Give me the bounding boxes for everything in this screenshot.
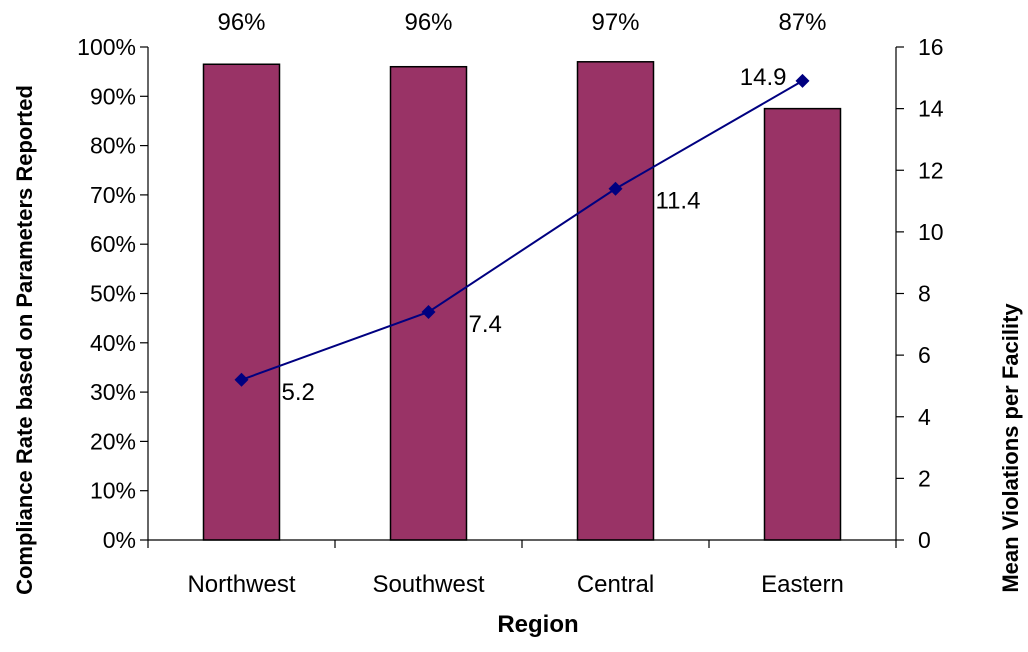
left-tick-label: 10% — [90, 478, 136, 504]
right-tick-label: 8 — [918, 281, 931, 307]
violations-point-northwest — [234, 372, 249, 387]
bar-series — [202, 61, 842, 541]
right-tick-label: 16 — [918, 34, 944, 60]
line-data-label: 7.4 — [469, 311, 502, 338]
x-tick-label: Southwest — [372, 571, 484, 598]
bar-data-label: 96% — [217, 9, 265, 36]
left-tick-label: 80% — [90, 133, 136, 159]
left-axis-title: Compliance Rate based on Parameters Repo… — [12, 85, 37, 595]
right-tick-label: 12 — [918, 157, 944, 183]
left-tick-label: 20% — [90, 428, 136, 454]
right-tick-label: 6 — [918, 342, 931, 368]
x-tick-label: Northwest — [187, 571, 295, 598]
right-tick-label: 4 — [918, 404, 931, 430]
bar-northwest — [202, 63, 281, 541]
left-tick-label: 100% — [77, 34, 136, 60]
labels: 96% 96% 97% 87% 5.2 7.4 11.4 14.9 — [217, 9, 826, 406]
line-data-label: 5.2 — [282, 379, 315, 406]
right-axis-title: Mean Violations per Facility — [998, 303, 1023, 593]
line-data-label: 14.9 — [740, 64, 787, 91]
line-series — [234, 73, 810, 387]
right-tick-label: 10 — [918, 219, 944, 245]
x-axis-title: Region — [497, 611, 578, 638]
axes: 0% 10% 20% 30% 40% 50% 60% 70% 80% 90% 100% 0 2 4 6 8 10… — [77, 34, 944, 598]
left-tick-label: 30% — [90, 379, 136, 405]
bar-eastern — [763, 107, 842, 541]
right-tick-label: 2 — [918, 465, 931, 491]
left-tick-label: 40% — [90, 330, 136, 356]
bar-data-label: 97% — [591, 9, 639, 36]
violations-point-southwest — [421, 304, 436, 319]
right-tick-label: 14 — [918, 96, 944, 122]
violations-point-central — [608, 181, 623, 196]
bar-southwest — [389, 65, 468, 541]
bar-data-label: 96% — [404, 9, 452, 36]
violations-line — [241, 80, 803, 381]
bar-data-label: 87% — [778, 9, 826, 36]
violations-point-eastern — [795, 73, 810, 88]
left-tick-label: 90% — [90, 83, 136, 109]
line-data-label: 11.4 — [656, 188, 701, 215]
left-tick-label: 50% — [90, 281, 136, 307]
left-tick-label: 60% — [90, 231, 136, 257]
x-tick-label: Central — [577, 571, 654, 598]
right-tick-label: 0 — [918, 527, 931, 553]
left-tick-label: 0% — [103, 527, 136, 553]
bar-central — [576, 61, 655, 541]
left-tick-label: 70% — [90, 182, 136, 208]
x-tick-label: Eastern — [761, 571, 844, 598]
